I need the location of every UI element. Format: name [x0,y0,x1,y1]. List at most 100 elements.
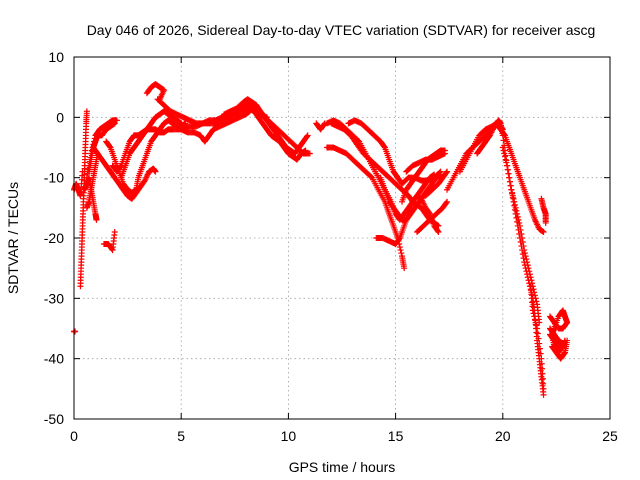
chart-title: Day 046 of 2026, Sidereal Day-to-day VTE… [87,22,596,38]
data-point [508,186,515,193]
y-tick-label: -20 [44,230,64,246]
data-point [306,150,313,157]
y-tick-label: 0 [56,109,64,125]
data-point [520,255,527,262]
y-tick-label: 10 [48,49,64,65]
data-points [71,81,571,398]
data-point [540,228,547,235]
y-tick-label: -40 [44,351,64,367]
data-point [512,210,519,217]
data-point [556,312,563,319]
data-point [511,202,518,209]
data-point [502,156,509,163]
data-point [303,133,310,140]
data-point [540,391,547,398]
data-point [540,380,547,387]
data-point [511,201,518,208]
data-point [507,182,514,189]
data-point [381,143,388,150]
data-point [444,168,451,175]
data-point [501,150,508,157]
data-point [524,274,531,281]
data-point [529,307,536,314]
data-point [538,355,545,362]
data-point [516,235,523,241]
data-point [510,198,517,205]
data-point [537,350,544,357]
data-point [530,310,537,317]
data-point [111,228,118,235]
data-point [536,340,543,347]
data-point [533,322,540,329]
data-point [521,262,528,269]
data-point [515,226,522,233]
data-point [83,174,90,181]
data-point [106,143,113,150]
data-point [88,150,95,157]
y-tick-label: -10 [44,170,64,186]
y-tick-label: -30 [44,290,64,306]
data-point [434,227,441,234]
data-point [426,209,433,216]
x-tick-label: 15 [388,428,404,444]
data-point [538,360,545,367]
data-point [85,166,92,173]
data-point [534,325,541,332]
data-point [519,247,526,254]
data-point [532,319,539,326]
data-point [540,385,547,392]
data-point [539,375,546,382]
x-tick-label: 20 [495,428,511,444]
data-point [519,251,526,258]
data-point [509,194,516,201]
data-point [542,219,549,226]
data-point [86,162,93,169]
data-point [511,206,518,213]
data-point [435,228,442,235]
data-point [525,277,532,284]
data-point [514,222,521,229]
data-point [535,335,542,342]
data-point [91,135,98,142]
data-point [536,345,543,352]
data-point [503,159,510,166]
data-point [499,144,506,151]
data-point [518,243,525,250]
data-point [72,328,79,335]
data-point [506,178,513,185]
data-point [522,265,529,272]
data-point [321,121,328,128]
data-point [83,108,90,115]
data-point [564,337,571,344]
data-point [539,370,546,377]
data-point [499,132,506,139]
data-point [178,120,185,127]
data-point [367,173,374,180]
data-point [304,132,311,139]
data-point [401,265,408,272]
data-point [531,316,538,323]
data-point [531,313,538,320]
data-point [444,198,451,205]
data-point [500,137,507,144]
y-tick-label: -50 [44,411,64,427]
data-point [521,259,528,266]
data-point [396,236,403,243]
data-point [505,170,512,177]
data-point [509,190,516,197]
data-point [113,117,120,124]
data-point [397,247,404,254]
data-point [523,268,530,275]
data-point [117,163,124,170]
x-tick-label: 10 [281,428,297,444]
x-tick-label: 5 [177,428,185,444]
data-point [500,147,507,154]
data-point [506,174,513,181]
axis-ticks: 0 5 10 15 20 25 -50 -40 -30 -20 -10 0 10 [44,49,618,444]
data-point [443,169,450,176]
data-point [514,218,521,225]
grid-lines [74,57,610,419]
data-point [91,138,98,145]
data-point [526,280,533,287]
